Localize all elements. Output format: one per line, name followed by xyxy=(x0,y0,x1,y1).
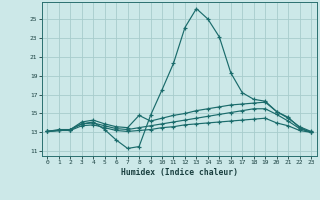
X-axis label: Humidex (Indice chaleur): Humidex (Indice chaleur) xyxy=(121,168,238,177)
